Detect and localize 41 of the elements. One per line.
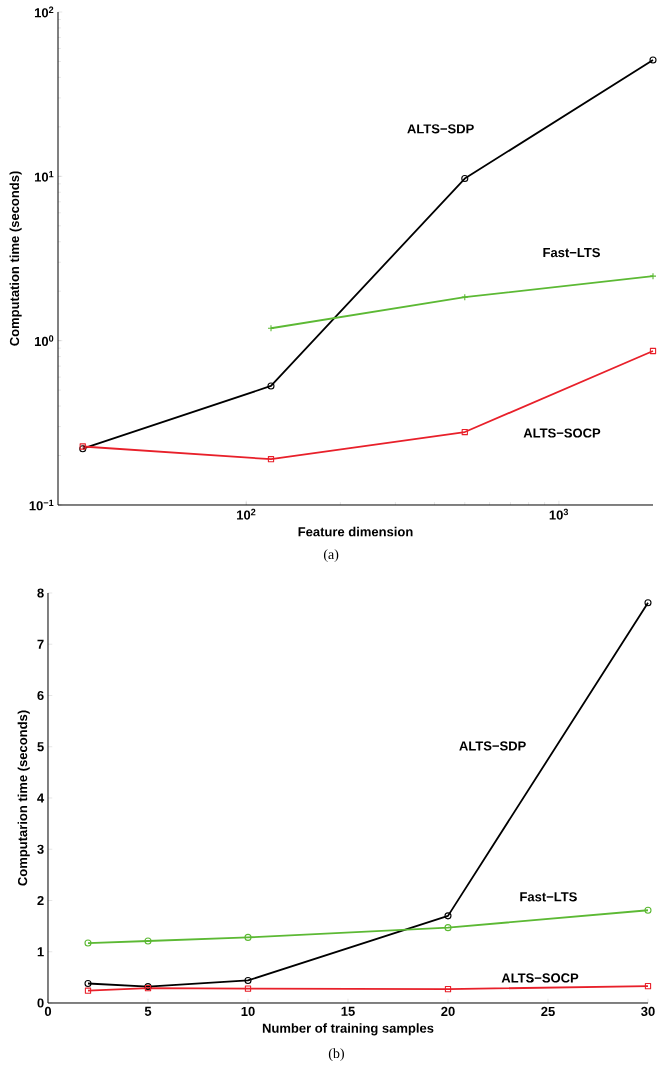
y-tick-label: 10$^{2}$ (34, 6, 54, 18)
point (444, 924, 452, 932)
x-tick-label: 15 (341, 1006, 355, 1016)
x-tick-label: 10$^{3}$ (549, 508, 569, 520)
y-axis-title: Computarion time (seconds) (17, 710, 30, 886)
series-label: ALTS−SOCP (501, 973, 579, 983)
point (84, 987, 92, 994)
x-tick-label: 10 (241, 1006, 255, 1017)
point (144, 937, 152, 945)
y-axis-title: Computation time (seconds) (9, 171, 22, 346)
y-tick-label: 2 (37, 895, 44, 906)
point (444, 912, 452, 920)
x-axis-title: Feature dimension (298, 526, 413, 537)
y-tick-label: 6 (37, 690, 44, 701)
y-tick-label: 4 (37, 793, 45, 803)
y-tick-label: 10$^{1}$ (34, 170, 54, 182)
y-tick-label: 1 (37, 947, 44, 957)
series-label: ALTS−SOCP (523, 428, 601, 438)
y-tick-label: 0 (37, 998, 44, 1008)
text: (b) (328, 1048, 344, 1061)
point (244, 985, 252, 992)
y-tick-label: 5 (37, 742, 44, 752)
y-tick-label: 3 (37, 844, 44, 854)
x-tick-label: 25 (541, 1006, 555, 1017)
text: (a) (323, 549, 339, 562)
point (644, 982, 652, 990)
point (444, 986, 452, 993)
series-label: Fast−LTS (520, 892, 577, 902)
x-axis-title: Number of training samples (262, 1023, 434, 1036)
point (244, 976, 252, 984)
series-label: ALTS−SDP (459, 741, 526, 751)
x-tick-label: 30 (641, 1006, 655, 1017)
y-tick-label: 10$^{0}$ (34, 335, 54, 347)
point (244, 933, 252, 941)
y-tick-label: 7 (37, 639, 44, 649)
x-tick-label: 20 (441, 1006, 455, 1017)
y-tick-label: 8 (37, 588, 44, 598)
series-label: Fast−LTS (543, 247, 600, 258)
y-tick-label: 10$^{−1}$ (29, 499, 54, 511)
text: ALTS−SDP (407, 124, 474, 134)
x-tick-label: 5 (144, 1006, 152, 1016)
